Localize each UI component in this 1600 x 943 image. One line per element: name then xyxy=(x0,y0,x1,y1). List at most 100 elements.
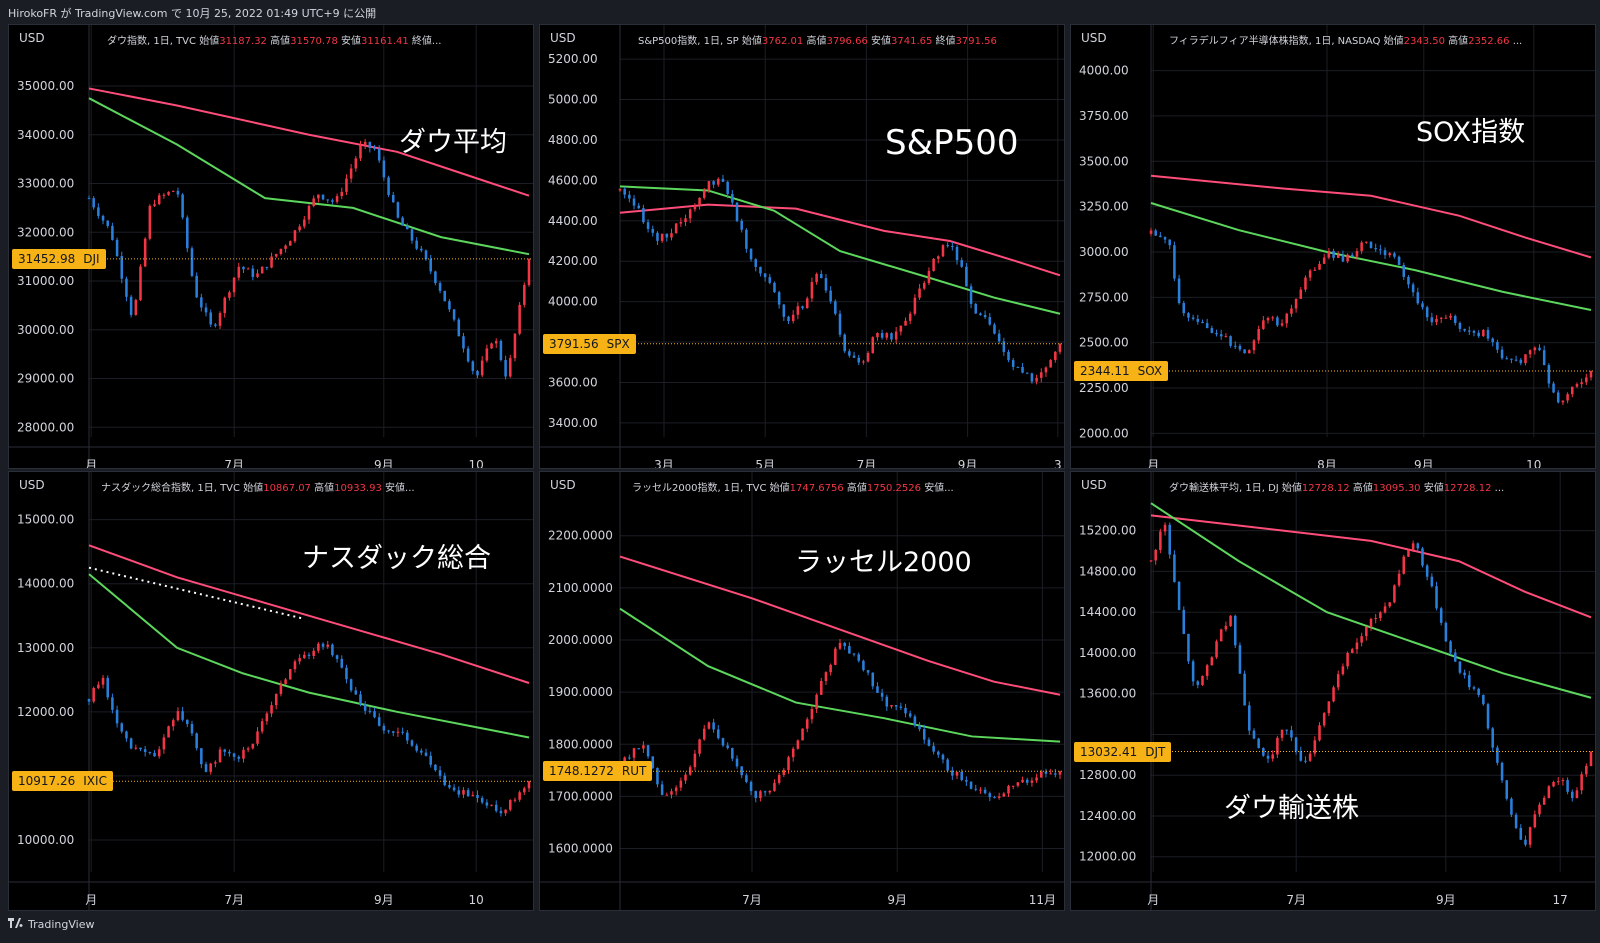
candle-body xyxy=(499,340,503,361)
candle-body xyxy=(1505,780,1509,799)
ma-slow-line xyxy=(619,555,1061,696)
candle-body xyxy=(237,756,241,759)
candle-body xyxy=(1280,323,1284,326)
candle-body xyxy=(401,217,404,226)
ma-fast-line xyxy=(1150,202,1592,312)
candle-body xyxy=(1542,350,1546,366)
candle-body xyxy=(749,248,753,260)
candle-body xyxy=(1332,687,1335,702)
candle-body xyxy=(1561,400,1565,403)
footer[interactable]: TradingView xyxy=(8,918,94,931)
candle-body xyxy=(815,273,818,283)
y-tick-label: 29000.00 xyxy=(17,372,74,386)
low-value: 12728.12 xyxy=(1443,483,1492,494)
candle-body xyxy=(429,755,432,765)
x-tick-label: 9月 xyxy=(374,893,394,907)
candle-body xyxy=(726,181,729,194)
chart-panel-rut[interactable]: 2200.0000 2100.0000 2000.0000 1900.0000 1800… xyxy=(539,471,1065,911)
candle-body xyxy=(660,233,664,241)
chart-panel-ixic[interactable]: 15000.00 14000.00 13000.00 12000.00 10000.00… xyxy=(8,471,534,911)
candle-body xyxy=(1224,336,1228,338)
candle-body xyxy=(1379,612,1382,619)
candle-body xyxy=(359,145,362,159)
symbol-title[interactable]: ラッセル2000指数, 1日, TVC 始値1747.6756 高値1750.2… xyxy=(632,479,954,494)
symbol-label: RUT xyxy=(621,764,647,779)
candle-body xyxy=(1322,713,1326,726)
candle-body xyxy=(1393,253,1396,257)
y-tick-label: 3000.00 xyxy=(1079,245,1129,259)
candle-body xyxy=(1173,245,1176,279)
chart-svg[interactable]: 2200.0000 2100.0000 2000.0000 1900.0000 1800… xyxy=(540,472,1065,911)
chart-svg[interactable]: 15000.00 14000.00 13000.00 12000.00 10000.00… xyxy=(9,472,534,911)
candle-body xyxy=(1201,321,1204,324)
symbol-title[interactable]: S&P500指数, 1日, SP 始値3762.01 高値3796.66 安値3… xyxy=(638,32,997,47)
chart-panel-sox[interactable]: 4000.00 3750.00 3500.00 3250.00 3000.00 2750.… xyxy=(1070,24,1596,469)
candle-body xyxy=(1336,254,1340,258)
symbol-label: DJI xyxy=(83,251,100,266)
candle-body xyxy=(913,297,917,314)
candle-body xyxy=(726,745,729,749)
candle-body xyxy=(642,208,645,223)
chart-panel-djt[interactable]: 15200.00 14800.00 14400.00 14000.00 13600.00… xyxy=(1070,471,1596,911)
symbol-title[interactable]: ダウ輸送株平均, 1日, DJ 始値12728.12 高値13095.30 安値… xyxy=(1169,479,1504,494)
candle-body xyxy=(782,304,786,317)
candle-body xyxy=(176,190,180,195)
candle-body xyxy=(1313,269,1317,271)
candle-body xyxy=(1011,785,1015,787)
open-label: 始値 xyxy=(199,36,220,47)
candle-body xyxy=(946,245,949,247)
chart-panel-spx[interactable]: 5200.00 5000.00 4800.00 4600.00 4400.00 4200.… xyxy=(539,24,1065,469)
candle-body xyxy=(1425,565,1429,577)
symbol-title[interactable]: フィラデルフィア半導体株指数, 1日, NASDAQ 始値2343.50 高値2… xyxy=(1169,32,1522,47)
candle-body xyxy=(1519,827,1523,840)
x-tick-label: 11月 xyxy=(1029,893,1056,907)
y-tick-label: 14400.00 xyxy=(1079,605,1136,619)
candle-body xyxy=(937,751,940,755)
high-value: 13095.30 xyxy=(1372,483,1421,494)
candle-body xyxy=(777,292,781,305)
symbol-title[interactable]: ナスダック総合指数, 1日, TVC 始値10867.07 高値10933.93… xyxy=(101,479,415,494)
candle-body xyxy=(424,752,428,756)
candle-body xyxy=(171,720,175,727)
open-label: 始値 xyxy=(1383,36,1404,47)
candle-body xyxy=(637,205,640,209)
chart-svg[interactable]: 4000.00 3750.00 3500.00 3250.00 3000.00 2750.… xyxy=(1071,25,1596,469)
candle-body xyxy=(1589,370,1593,378)
candle-body xyxy=(232,753,236,757)
candle-body xyxy=(1571,791,1574,799)
candle-body xyxy=(92,198,95,208)
candle-body xyxy=(518,792,521,800)
candle-body xyxy=(1477,332,1480,337)
candle-body xyxy=(1011,360,1015,367)
ma-fast-line xyxy=(619,607,1061,743)
candle-body xyxy=(1257,738,1260,748)
symbol-label: SPX xyxy=(606,336,630,351)
candle-body xyxy=(1533,814,1537,828)
candle-body xyxy=(289,241,292,246)
candle-body xyxy=(1025,779,1029,783)
candle-body xyxy=(200,748,203,765)
candle-body xyxy=(1248,705,1251,731)
chart-panel-dji[interactable]: 35000.00 34000.00 33000.00 32000.00 31000.00… xyxy=(8,24,534,469)
y-tick-label: 2000.00 xyxy=(1079,426,1129,440)
chart-svg[interactable]: 15200.00 14800.00 14400.00 14000.00 13600.00… xyxy=(1071,472,1596,911)
y-tick-label: 4000.00 xyxy=(1079,64,1129,78)
y-tick-label: 4400.00 xyxy=(548,214,598,228)
candle-body xyxy=(494,804,498,811)
y-tick-label: 5000.00 xyxy=(548,93,598,107)
chart-svg[interactable]: 5200.00 5000.00 4800.00 4600.00 4400.00 4200.… xyxy=(540,25,1065,469)
candle-body xyxy=(937,256,940,259)
candle-body xyxy=(256,273,259,277)
candle-body xyxy=(918,725,921,730)
last-price-label: 10917.26 IXIC xyxy=(12,771,113,792)
candle-body xyxy=(1472,330,1476,333)
candle-body xyxy=(326,199,329,201)
candle-body xyxy=(87,699,91,702)
candle-body xyxy=(181,194,184,218)
candle-body xyxy=(899,706,903,708)
candle-body xyxy=(471,361,475,371)
candle-body xyxy=(684,218,687,223)
candle-body xyxy=(1308,270,1312,278)
symbol-title[interactable]: ダウ指数, 1日, TVC 始値31187.32 高値31570.78 安値31… xyxy=(107,32,441,47)
chart-svg[interactable]: 35000.00 34000.00 33000.00 32000.00 31000.00… xyxy=(9,25,534,469)
